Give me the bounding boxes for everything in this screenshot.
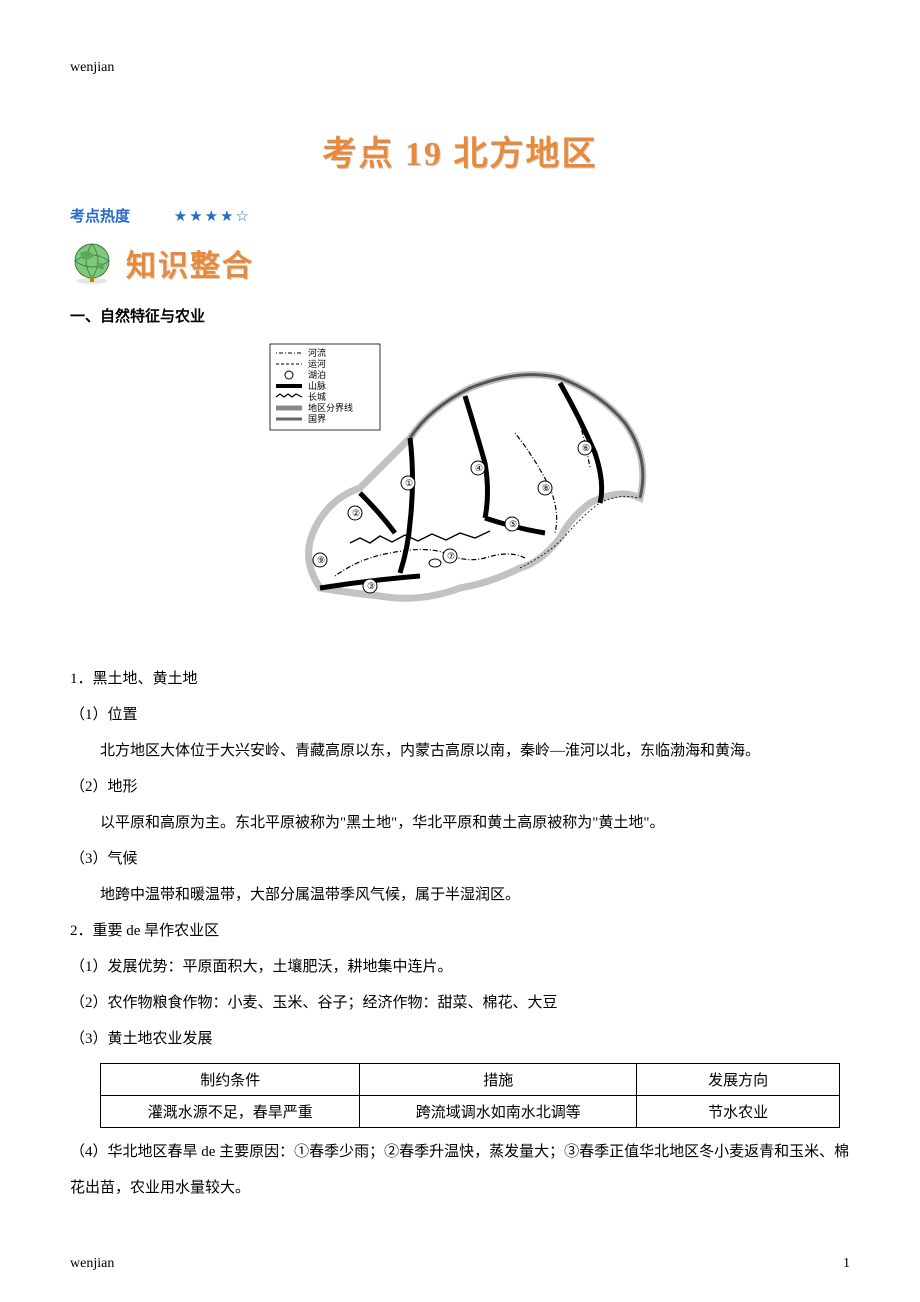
main-title: 考点 19 北方地区 xyxy=(323,136,598,173)
p2-num: 2．重要 de 旱作农业区 xyxy=(70,913,850,949)
p2d: （4）华北地区春旱 de 主要原因：①春季少雨；②春季升温快，蒸发量大；③春季正… xyxy=(70,1134,850,1206)
footer: wenjian 1 xyxy=(70,1256,850,1272)
p1a-head: （1）位置 xyxy=(70,697,850,733)
td-1: 跨流域调水如南水北调等 xyxy=(360,1096,637,1128)
svg-text:⑤: ⑤ xyxy=(509,519,517,529)
p1c-text: 地跨中温带和暖温带，大部分属温带季风气候，属于半湿润区。 xyxy=(70,877,850,913)
svg-text:⑥: ⑥ xyxy=(582,443,590,453)
svg-text:③: ③ xyxy=(367,581,375,591)
th-1: 措施 xyxy=(360,1064,637,1096)
legend-2: 湖泊 xyxy=(308,370,326,380)
p2a: （1）发展优势：平原面积大，土壤肥沃，耕地集中连片。 xyxy=(70,949,850,985)
p1b-text: 以平原和高原为主。东北平原被称为"黑土地"，华北平原和黄土高原被称为"黄土地"。 xyxy=(70,805,850,841)
section-banner: 知识整合 xyxy=(70,241,850,285)
rating-label: 考点热度 xyxy=(70,209,130,225)
footer-left: wenjian xyxy=(70,1256,114,1272)
rating-row: 考点热度 ★★★★☆ xyxy=(70,205,850,226)
p1b-head: （2）地形 xyxy=(70,769,850,805)
p1a-text: 北方地区大体位于大兴安岭、青藏高原以东，内蒙古高原以南，秦岭—淮河以北，东临渤海… xyxy=(70,733,850,769)
p1c-head: （3）气候 xyxy=(70,841,850,877)
th-0: 制约条件 xyxy=(101,1064,360,1096)
legend-1: 运河 xyxy=(308,358,326,369)
svg-text:⑦: ⑦ xyxy=(447,551,455,561)
rating-stars: ★★★★☆ xyxy=(174,209,251,225)
globe-icon xyxy=(70,241,114,285)
legend-0: 河流 xyxy=(308,347,326,358)
main-title-row: 考点 19 北方地区 xyxy=(70,126,850,175)
legend-4: 长城 xyxy=(308,391,326,402)
table-row: 灌溉水源不足，春旱严重 跨流域调水如南水北调等 节水农业 xyxy=(101,1096,840,1128)
p2c: （3）黄土地农业发展 xyxy=(70,1021,850,1057)
legend-3: 山脉 xyxy=(308,380,326,391)
p1-num: 1．黑土地、黄土地 xyxy=(70,661,850,697)
legend-5: 地区分界线 xyxy=(308,402,353,413)
document-page: wenjian 考点 19 北方地区 考点热度 ★★★★☆ 知识整合 一、自然特… xyxy=(0,0,920,1302)
map-figure: 河流 运河 湖泊 山脉 长城 地区分界线 国界 xyxy=(70,338,850,643)
footer-right: 1 xyxy=(843,1256,850,1272)
svg-text:⑧: ⑧ xyxy=(542,483,550,493)
header-text: wenjian xyxy=(70,60,850,76)
td-2: 节水农业 xyxy=(637,1096,840,1128)
svg-text:⑨: ⑨ xyxy=(317,555,325,565)
td-0: 灌溉水源不足，春旱严重 xyxy=(101,1096,360,1128)
banner-title: 知识整合 xyxy=(126,241,254,285)
conditions-table: 制约条件 措施 发展方向 灌溉水源不足，春旱严重 跨流域调水如南水北调等 节水农… xyxy=(100,1063,840,1128)
th-2: 发展方向 xyxy=(637,1064,840,1096)
svg-text:②: ② xyxy=(352,508,360,518)
table-row: 制约条件 措施 发展方向 xyxy=(101,1064,840,1096)
svg-text:④: ④ xyxy=(475,463,483,473)
section1-title: 一、自然特征与农业 xyxy=(70,305,850,326)
p2b: （2）农作物粮食作物：小麦、玉米、谷子；经济作物：甜菜、棉花、大豆 xyxy=(70,985,850,1021)
svg-text:①: ① xyxy=(405,478,413,488)
legend-6: 国界 xyxy=(308,414,326,424)
